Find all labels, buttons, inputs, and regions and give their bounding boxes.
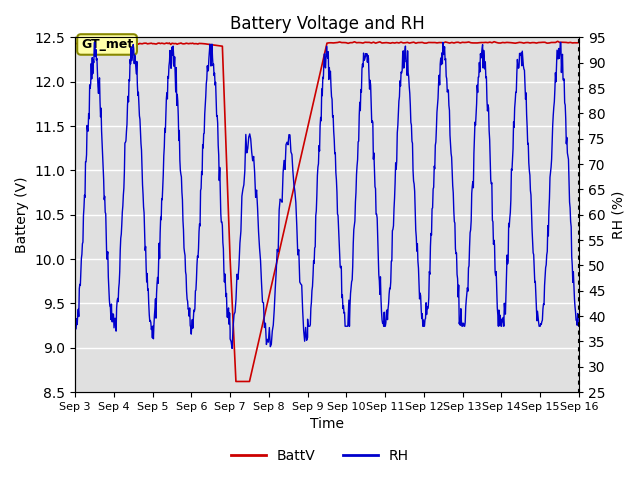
Legend: BattV, RH: BattV, RH — [225, 443, 415, 468]
Text: GT_met: GT_met — [81, 38, 133, 51]
Y-axis label: RH (%): RH (%) — [611, 191, 625, 239]
X-axis label: Time: Time — [310, 418, 344, 432]
Y-axis label: Battery (V): Battery (V) — [15, 177, 29, 253]
Title: Battery Voltage and RH: Battery Voltage and RH — [230, 15, 424, 33]
